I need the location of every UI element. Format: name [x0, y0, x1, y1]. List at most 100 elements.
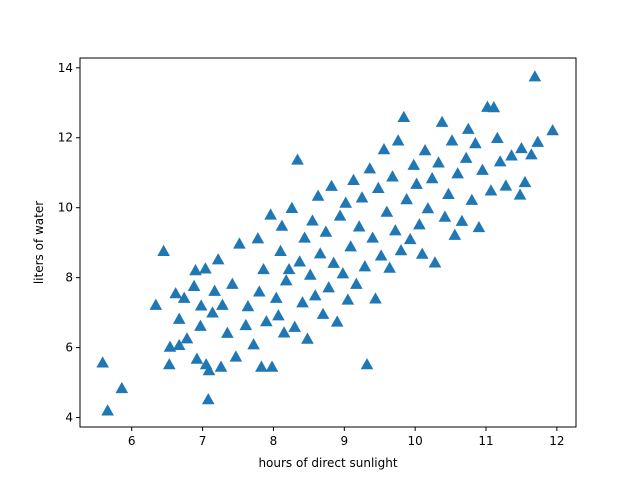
data-point — [277, 326, 291, 338]
data-point — [115, 381, 129, 394]
data-point — [403, 232, 417, 245]
x-tick-label: 6 — [128, 434, 136, 448]
x-tick-label: 11 — [478, 434, 493, 448]
data-point — [177, 291, 191, 303]
data-point — [149, 298, 163, 310]
data-point — [322, 281, 336, 293]
data-point — [386, 170, 399, 182]
data-point — [293, 255, 306, 267]
data-point — [407, 158, 421, 170]
data-point — [313, 247, 327, 259]
data-point — [360, 358, 374, 370]
data-point — [187, 279, 201, 291]
data-point — [358, 260, 372, 272]
data-point — [451, 167, 464, 179]
data-point — [169, 287, 182, 299]
data-point — [363, 162, 377, 174]
data-point — [465, 193, 479, 205]
data-point — [374, 249, 388, 261]
data-point — [199, 262, 212, 274]
data-point — [260, 315, 273, 327]
data-point — [288, 320, 301, 332]
data-point — [469, 137, 482, 149]
data-point — [282, 262, 296, 275]
data-point — [162, 358, 176, 370]
y-axis-ticks: 4 6 8 10 12 14 — [58, 61, 80, 425]
data-point — [272, 309, 285, 321]
data-point — [202, 364, 216, 376]
data-point — [415, 247, 429, 259]
data-point — [531, 135, 545, 147]
data-point — [445, 134, 459, 146]
data-point — [180, 332, 194, 344]
data-point — [279, 274, 293, 286]
data-point — [269, 291, 283, 303]
data-point — [383, 261, 396, 273]
data-point — [190, 352, 204, 364]
data-point — [172, 338, 186, 351]
data-point — [344, 240, 357, 252]
data-point — [400, 193, 413, 205]
data-point — [194, 299, 208, 311]
data-point — [226, 277, 239, 289]
data-point — [325, 179, 338, 191]
data-point — [513, 188, 527, 200]
data-point — [274, 244, 287, 256]
plot-frame — [79, 57, 577, 428]
data-point — [251, 232, 265, 244]
data-point — [189, 264, 202, 276]
data-point — [459, 151, 473, 163]
data-point — [341, 293, 355, 305]
data-point — [194, 319, 207, 331]
data-point — [233, 237, 246, 249]
data-point — [264, 208, 277, 220]
data-point — [247, 338, 260, 350]
data-point — [252, 285, 266, 297]
data-point — [377, 142, 391, 155]
data-point — [265, 360, 279, 372]
y-tick-label: 12 — [58, 131, 73, 145]
data-point — [515, 141, 528, 154]
data-point — [352, 220, 366, 232]
y-tick-label: 4 — [65, 411, 73, 425]
data-point — [491, 131, 504, 143]
data-point — [275, 219, 289, 231]
data-point — [330, 315, 344, 327]
data-point — [499, 179, 513, 191]
x-tick-label: 8 — [270, 434, 278, 448]
data-point — [347, 173, 360, 185]
data-point — [336, 267, 350, 279]
data-point — [316, 307, 330, 319]
data-point — [201, 393, 215, 405]
data-point — [239, 318, 253, 331]
data-point — [518, 175, 532, 188]
data-point — [308, 289, 322, 301]
data-point — [241, 300, 255, 312]
y-axis-label: liters of water — [32, 201, 46, 284]
y-tick-label: 8 — [65, 271, 73, 285]
data-point — [96, 356, 109, 368]
data-point — [435, 115, 449, 127]
data-point — [101, 404, 114, 416]
data-point — [425, 172, 439, 184]
data-point — [484, 184, 498, 196]
data-point — [448, 228, 462, 240]
data-point — [391, 134, 405, 146]
x-tick-label: 10 — [408, 434, 423, 448]
data-point — [418, 144, 432, 156]
x-tick-label: 9 — [340, 434, 348, 448]
y-tick-label: 6 — [65, 341, 73, 355]
data-point — [421, 202, 435, 214]
data-point — [380, 205, 394, 217]
data-point — [410, 177, 423, 189]
data-point — [229, 350, 243, 362]
data-point — [528, 70, 542, 82]
data-point — [216, 298, 229, 310]
data-point — [397, 110, 411, 123]
y-tick-label: 10 — [58, 201, 73, 215]
data-point — [413, 218, 426, 230]
data-point — [333, 209, 347, 221]
data-point — [505, 149, 518, 161]
data-point — [487, 101, 501, 113]
